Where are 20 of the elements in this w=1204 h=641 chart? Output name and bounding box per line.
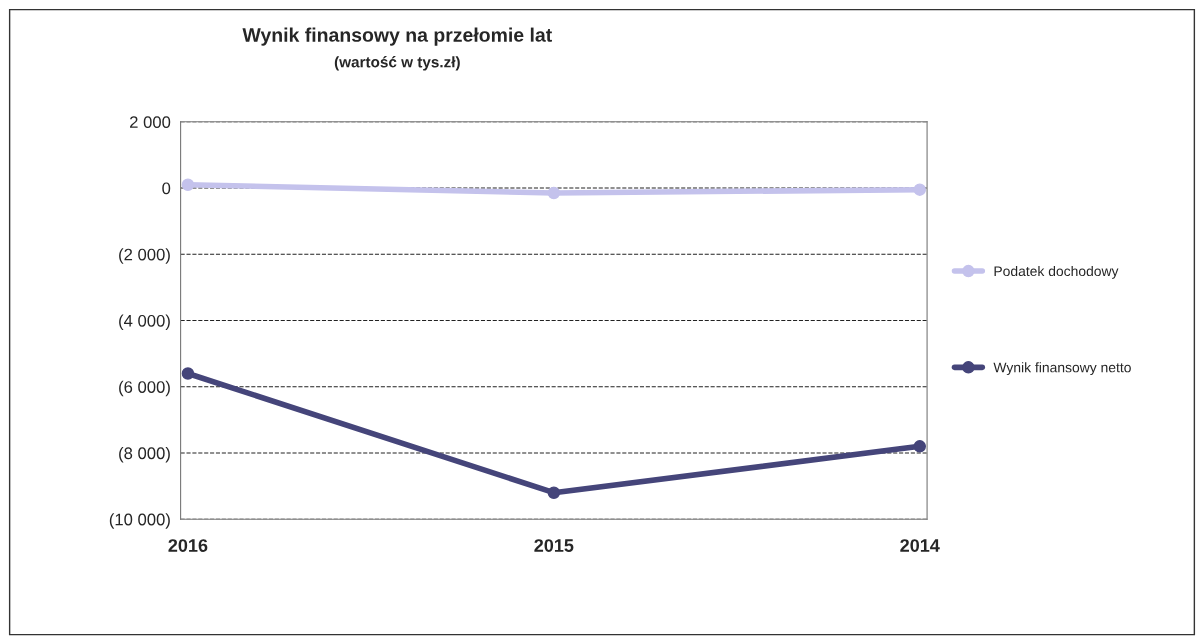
- chart-subtitle: (wartość w tys.zł): [334, 56, 460, 71]
- legend-label: Wynik finansowy netto: [993, 362, 1131, 376]
- chart-title: Wynik finansowy na przełomie lat: [242, 27, 552, 46]
- y-tick-label: (6 000): [119, 380, 170, 397]
- legend-label: Podatek dochodowy: [994, 265, 1119, 279]
- x-tick-label: 2014: [900, 539, 940, 552]
- x-tick-label: 2016: [168, 539, 208, 552]
- y-tick-label: (4 000): [119, 314, 170, 330]
- y-tick-label: (8 000): [119, 446, 170, 463]
- point: [913, 183, 927, 196]
- y-tick-label: 0: [162, 182, 171, 195]
- y-tick-label: 2 000: [130, 116, 171, 128]
- x-tick-label: 2015: [534, 539, 574, 552]
- y-tick-label: (10 000): [109, 513, 170, 529]
- point: [913, 440, 927, 453]
- point: [181, 178, 195, 191]
- point: [547, 486, 561, 499]
- point: [547, 186, 561, 200]
- point: [181, 367, 195, 380]
- y-tick-label: (2 000): [119, 248, 170, 264]
